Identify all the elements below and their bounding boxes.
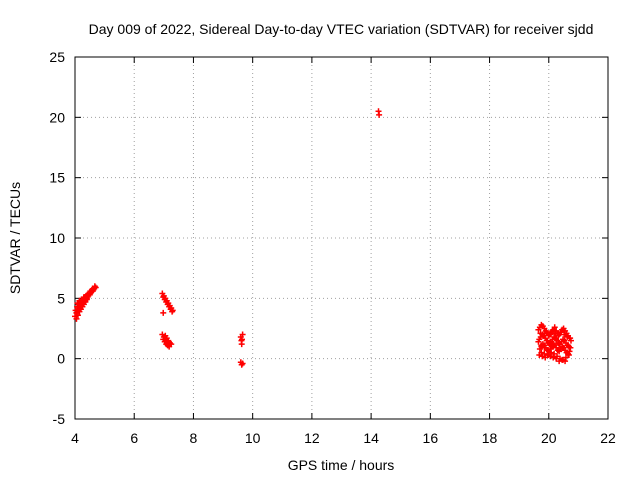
data-point bbox=[547, 353, 554, 360]
data-point bbox=[80, 298, 87, 305]
data-point bbox=[541, 344, 548, 351]
data-point bbox=[565, 352, 572, 359]
data-point bbox=[553, 336, 560, 343]
x-tick-label: 16 bbox=[423, 430, 439, 446]
data-point bbox=[91, 283, 98, 290]
x-tick-label: 4 bbox=[71, 430, 79, 446]
data-point bbox=[555, 332, 562, 339]
data-point bbox=[541, 350, 548, 357]
data-point bbox=[567, 335, 574, 342]
data-point bbox=[82, 295, 89, 302]
chart-title: Day 009 of 2022, Sidereal Day-to-day VTE… bbox=[89, 21, 594, 37]
data-point bbox=[73, 315, 80, 322]
data-point bbox=[544, 352, 551, 359]
data-point bbox=[546, 331, 553, 338]
data-points bbox=[72, 108, 574, 368]
data-point bbox=[239, 360, 246, 367]
data-point bbox=[564, 333, 571, 340]
data-point bbox=[73, 309, 80, 316]
y-tick-label: -5 bbox=[53, 411, 66, 427]
data-point bbox=[562, 358, 569, 365]
y-tick-label: 15 bbox=[49, 170, 65, 186]
y-tick-label: 25 bbox=[49, 49, 65, 65]
y-tick-label: 5 bbox=[57, 290, 65, 306]
data-point bbox=[169, 308, 176, 315]
data-point bbox=[548, 349, 555, 356]
x-ticks: 4 6 8 10 12 14 16 18 20 22 bbox=[71, 57, 616, 446]
x-tick-label: 20 bbox=[541, 430, 557, 446]
data-point bbox=[547, 339, 554, 346]
data-point bbox=[238, 361, 245, 368]
x-tick-label: 8 bbox=[190, 430, 198, 446]
data-point bbox=[538, 349, 545, 356]
data-point bbox=[376, 111, 383, 118]
grid-lines bbox=[75, 57, 608, 419]
data-point bbox=[550, 343, 557, 350]
data-point bbox=[84, 291, 91, 298]
data-point bbox=[77, 302, 84, 309]
x-tick-label: 12 bbox=[304, 430, 320, 446]
data-point bbox=[556, 358, 563, 365]
data-point bbox=[565, 342, 572, 349]
data-point bbox=[540, 332, 547, 339]
x-tick-label: 18 bbox=[482, 430, 498, 446]
x-tick-label: 10 bbox=[245, 430, 261, 446]
data-point bbox=[166, 339, 173, 346]
x-tick-label: 14 bbox=[363, 430, 379, 446]
y-ticks: -5 0 5 10 15 20 25 bbox=[49, 49, 608, 427]
data-point bbox=[550, 354, 557, 361]
y-tick-label: 20 bbox=[49, 109, 65, 125]
x-tick-label: 6 bbox=[130, 430, 138, 446]
data-point bbox=[551, 324, 558, 331]
data-point bbox=[239, 331, 246, 338]
y-axis-label: SDTVAR / TECUs bbox=[7, 182, 23, 294]
x-axis-label: GPS time / hours bbox=[288, 457, 395, 473]
y-tick-label: 0 bbox=[57, 351, 65, 367]
data-point bbox=[535, 338, 542, 345]
series-sdtvar bbox=[72, 108, 574, 368]
data-point bbox=[160, 309, 167, 316]
data-point bbox=[75, 306, 82, 313]
y-tick-label: 10 bbox=[49, 230, 65, 246]
plot-frame bbox=[74, 56, 609, 420]
data-point bbox=[562, 347, 569, 354]
data-point bbox=[556, 341, 563, 348]
data-point bbox=[559, 356, 566, 363]
x-tick-label: 22 bbox=[600, 430, 616, 446]
